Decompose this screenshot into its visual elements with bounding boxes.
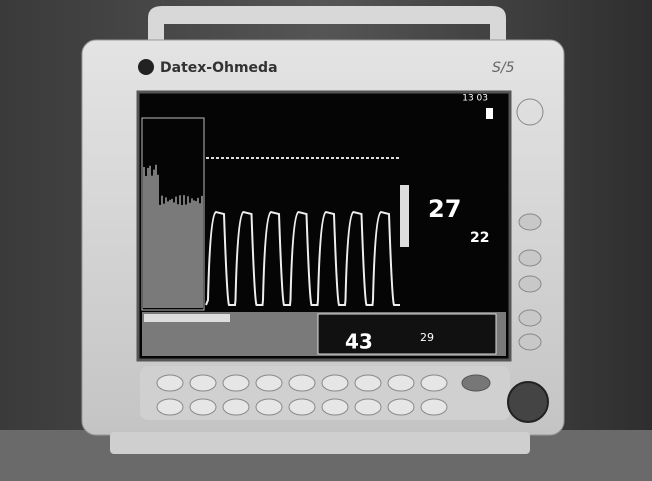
key[interactable]	[223, 399, 249, 415]
key[interactable]	[157, 375, 183, 391]
key[interactable]	[388, 399, 414, 415]
logo-icon	[138, 59, 154, 75]
key[interactable]	[289, 375, 315, 391]
monitor-photo: Datex-Ohmeda S/5 13 03 27 22 43 29	[0, 0, 652, 481]
base	[110, 432, 530, 454]
key[interactable]	[322, 399, 348, 415]
clock: 13 03	[462, 94, 488, 104]
readout-fico2: 29	[420, 331, 434, 344]
readout-rr: 27	[428, 195, 461, 223]
status-bar	[144, 314, 230, 322]
brand: Datex-Ohmeda	[160, 60, 278, 76]
key[interactable]	[462, 375, 490, 391]
page: {"monitor": {"brand": "Datex-Ohmeda", "m…	[0, 0, 652, 481]
key[interactable]	[256, 375, 282, 391]
key[interactable]	[355, 375, 381, 391]
model: S/5	[492, 60, 515, 76]
trim-knob[interactable]	[508, 382, 548, 422]
key[interactable]	[157, 399, 183, 415]
key[interactable]	[289, 399, 315, 415]
side-button[interactable]	[519, 334, 541, 350]
key[interactable]	[322, 375, 348, 391]
readout-etco2: 43	[345, 330, 373, 354]
side-button[interactable]	[519, 276, 541, 292]
key[interactable]	[256, 399, 282, 415]
side-button[interactable]	[519, 310, 541, 326]
readout-fio2: 22	[470, 230, 489, 246]
side-button[interactable]	[519, 250, 541, 266]
key[interactable]	[355, 399, 381, 415]
key[interactable]	[421, 375, 447, 391]
battery	[486, 108, 493, 119]
key[interactable]	[421, 399, 447, 415]
level-bar	[400, 185, 409, 247]
key[interactable]	[388, 375, 414, 391]
key[interactable]	[190, 399, 216, 415]
side-button[interactable]	[519, 214, 541, 230]
key[interactable]	[223, 375, 249, 391]
key[interactable]	[190, 375, 216, 391]
